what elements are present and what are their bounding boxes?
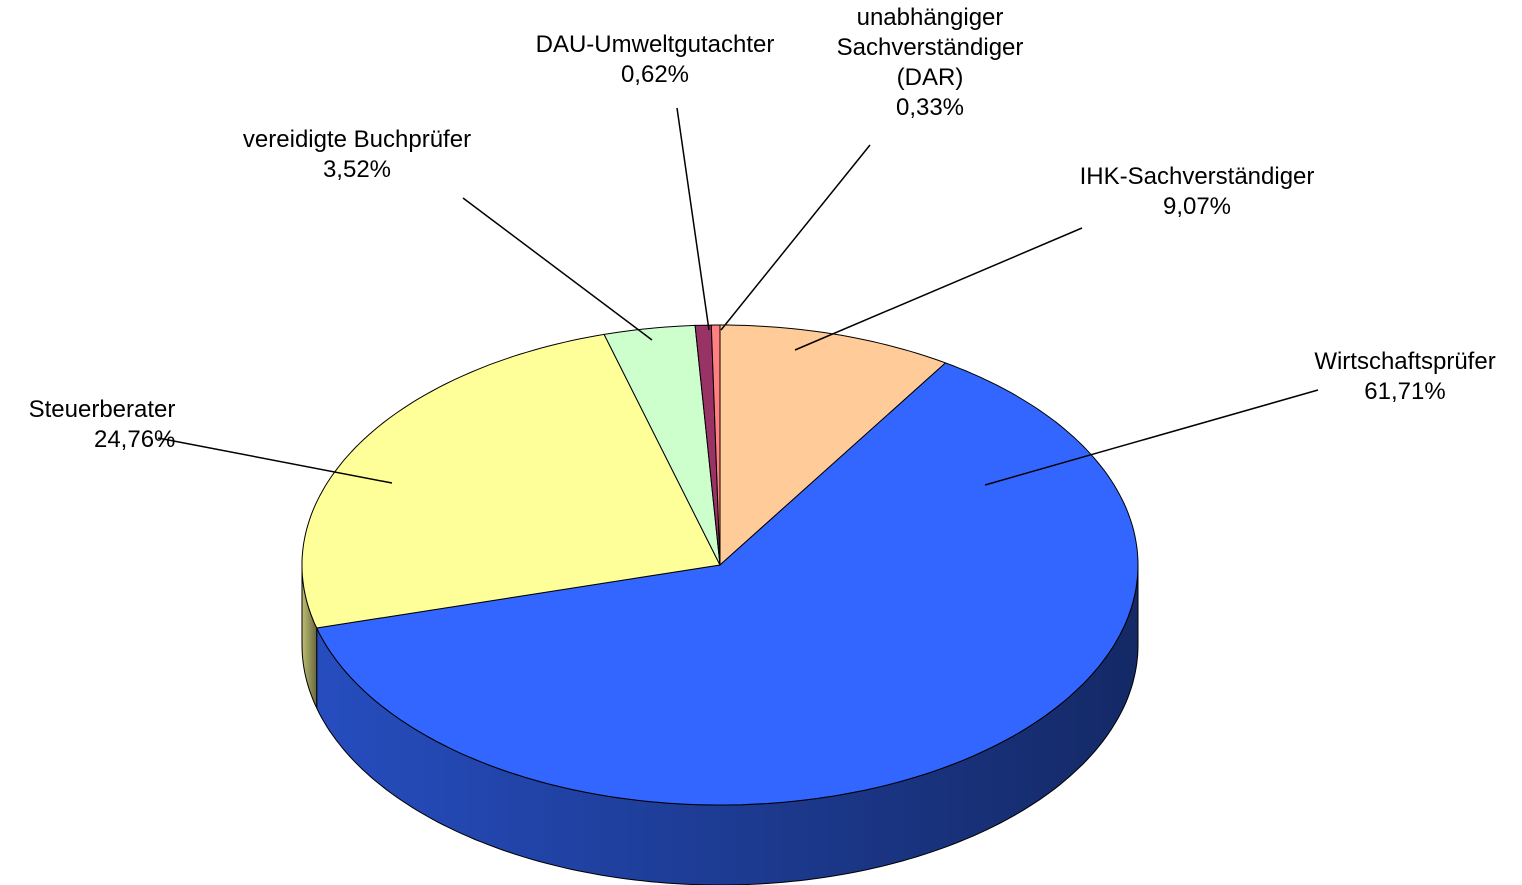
slice-label: vereidigte Buchprüfer 3,52%	[243, 125, 471, 185]
slice-label: IHK-Sachverständiger 9,07%	[1080, 162, 1315, 222]
category-label: unabhängiger Sachverständiger (DAR)	[836, 4, 1024, 91]
leader-line	[157, 437, 393, 484]
value-label: 61,71%	[1364, 378, 1446, 405]
value-label: 0,62%	[620, 61, 690, 88]
value-label: 3,52%	[322, 156, 392, 183]
category-label: IHK-Sachverständiger	[1079, 163, 1315, 190]
slice	[315, 362, 1139, 806]
value-label: 0,33%	[895, 94, 965, 121]
value-label: 24,76%	[93, 426, 176, 453]
slice	[301, 333, 721, 629]
slice-label: Steuerberater 24,76%	[29, 395, 176, 455]
value-label: 9,07%	[1162, 193, 1232, 220]
slice-label: Wirtschaftsprüfer 61,71%	[1314, 347, 1495, 407]
leader-line	[794, 227, 1083, 351]
leader-line	[462, 197, 653, 341]
slice	[710, 324, 721, 566]
category-label: DAU-Umweltgutachter	[535, 31, 775, 58]
category-label: Wirtschaftsprüfer	[1314, 348, 1496, 375]
slice	[719, 324, 947, 567]
leader-line	[984, 389, 1319, 486]
slice	[603, 324, 721, 566]
category-label: Steuerberater	[28, 396, 176, 423]
slice-label: DAU-Umweltgutachter 0,62%	[536, 30, 775, 90]
leader-line	[676, 107, 710, 331]
category-label: vereidigte Buchprüfer	[242, 126, 472, 153]
leader-line	[720, 144, 871, 331]
slice-label: unabhängiger Sachverständiger (DAR) 0,33%	[820, 3, 1040, 123]
